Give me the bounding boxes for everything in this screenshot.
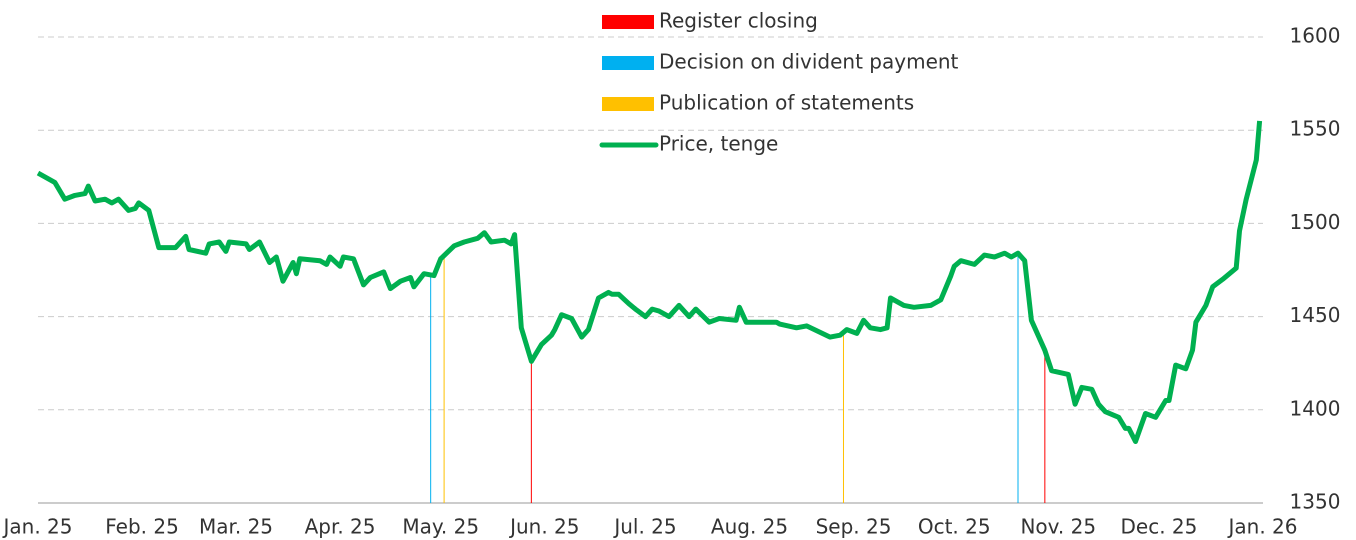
- x-tick-label: Aug. 25: [711, 515, 788, 539]
- legend-swatch: [602, 56, 654, 70]
- y-tick-label: 1450: [1290, 303, 1341, 327]
- legend-label: Register closing: [659, 9, 818, 33]
- y-tick-label: 1400: [1290, 396, 1341, 420]
- y-tick-label: 1500: [1290, 210, 1341, 234]
- price-line: [36, 120, 1263, 444]
- legend-swatch: [602, 15, 654, 29]
- x-tick-label: Dec. 25: [1121, 515, 1198, 539]
- x-tick-label: Apr. 25: [305, 515, 376, 539]
- x-tick-label: Mar. 25: [199, 515, 273, 539]
- y-tick-label: 1350: [1290, 490, 1341, 514]
- x-tick-label: Jul. 25: [612, 515, 676, 539]
- legend-swatch: [602, 97, 654, 111]
- x-tick-label: May. 25: [402, 515, 479, 539]
- x-tick-label: Feb. 25: [105, 515, 179, 539]
- x-tick-label: Jan. 25: [2, 515, 73, 539]
- y-tick-label: 1550: [1290, 117, 1341, 141]
- legend-label: Publication of statements: [659, 91, 914, 115]
- x-tick-label: Nov. 25: [1020, 515, 1096, 539]
- y-tick-label: 1600: [1290, 24, 1341, 48]
- x-tick-label: Jun. 25: [508, 515, 579, 539]
- x-tick-label: Sep. 25: [816, 515, 892, 539]
- legend-label: Decision on divident payment: [659, 50, 959, 74]
- legend-label: Price, tenge: [659, 132, 778, 156]
- x-tick-label: Jan. 26: [1227, 515, 1298, 539]
- x-tick-label: Oct. 25: [918, 515, 991, 539]
